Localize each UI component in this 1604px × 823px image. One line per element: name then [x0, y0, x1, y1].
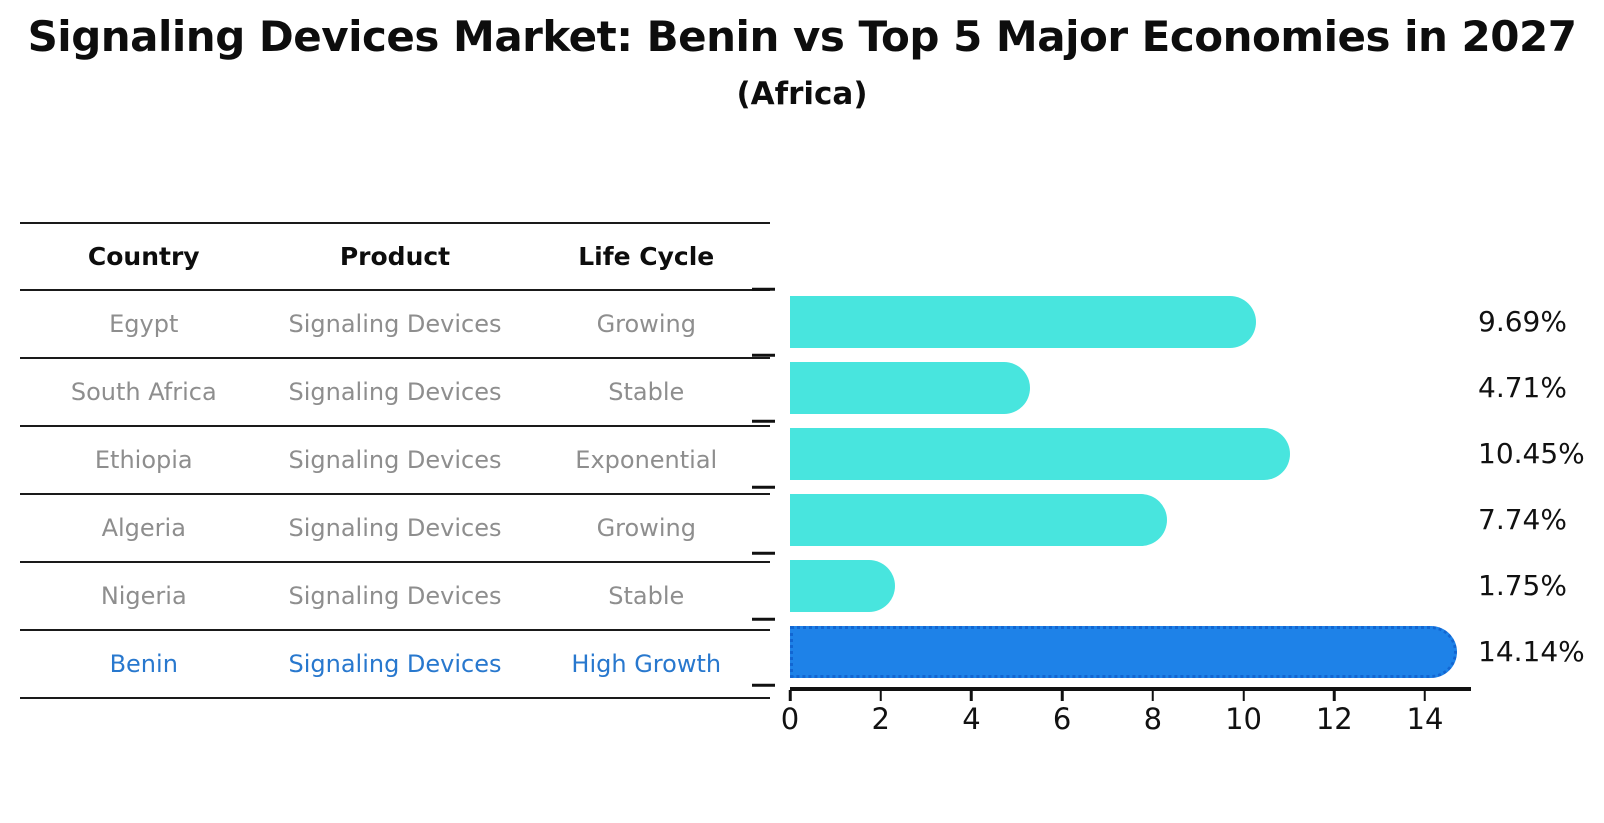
x-axis-line	[790, 687, 1471, 691]
bar-egypt	[790, 296, 1256, 348]
x-tick-label: 2	[871, 702, 890, 736]
y-tick-mark	[752, 353, 775, 357]
cell-country: Egypt	[109, 310, 179, 338]
cell-country: Benin	[109, 650, 178, 678]
x-tick-label: 14	[1406, 702, 1444, 736]
value-label: 7.74%	[1478, 502, 1567, 536]
cell-country: Nigeria	[100, 582, 187, 610]
bar-algeria	[790, 494, 1168, 546]
table-row: Ethiopia Signaling Devices Exponential	[20, 427, 770, 495]
value-label: 14.14%	[1478, 634, 1585, 668]
y-tick-mark	[752, 551, 775, 555]
y-tick-mark	[752, 419, 775, 423]
x-tick-label: 4	[962, 702, 981, 736]
bar-nigeria	[790, 560, 896, 612]
bar-ethiopia	[790, 428, 1290, 480]
x-tick-mark	[788, 690, 792, 701]
value-label: 4.71%	[1478, 370, 1567, 404]
cell-life-cycle: Stable	[608, 582, 685, 610]
x-tick-mark	[970, 690, 973, 701]
cell-life-cycle: High Growth	[571, 650, 722, 678]
bar-south-africa	[790, 362, 1030, 414]
x-tick-label: 12	[1315, 702, 1353, 736]
cell-product: Signaling Devices	[288, 514, 502, 542]
bar-benin-highlighted	[790, 626, 1458, 678]
x-tick-mark	[879, 690, 882, 701]
cell-country: Algeria	[101, 514, 186, 542]
x-tick-label: 0	[780, 702, 800, 736]
column-header-country: Country	[87, 242, 200, 271]
value-label: 1.75%	[1478, 568, 1567, 602]
table-row: Nigeria Signaling Devices Stable	[20, 563, 770, 631]
cell-life-cycle: Growing	[596, 514, 696, 542]
table-row-benin-highlighted: Benin Signaling Devices High Growth	[20, 631, 770, 699]
value-label: 9.69%	[1478, 304, 1567, 338]
x-tick-label: 6	[1052, 702, 1072, 736]
cell-product: Signaling Devices	[288, 446, 502, 474]
cell-product: Signaling Devices	[288, 378, 502, 406]
y-tick-mark	[752, 485, 775, 489]
cell-life-cycle: Exponential	[575, 446, 718, 474]
cell-product: Signaling Devices	[288, 650, 502, 678]
x-tick-label: 10	[1225, 702, 1263, 736]
x-tick-mark	[1423, 690, 1427, 701]
cell-country: Ethiopia	[94, 446, 193, 474]
column-header-life-cycle: Life Cycle	[578, 242, 715, 271]
table-row: Egypt Signaling Devices Growing	[20, 291, 770, 359]
y-tick-mark	[752, 683, 775, 687]
column-header-product: Product	[339, 242, 451, 271]
cell-product: Signaling Devices	[288, 310, 502, 338]
x-tick-mark	[1333, 690, 1336, 701]
cell-life-cycle: Growing	[596, 310, 696, 338]
x-tick-mark	[1151, 690, 1155, 701]
x-tick-mark	[1060, 690, 1064, 701]
value-label: 10.45%	[1478, 436, 1585, 470]
chart-title: Signaling Devices Market: Benin vs Top 5…	[27, 12, 1577, 61]
summary-table: Country Product Life Cycle Egypt Signali…	[20, 222, 770, 699]
table-row: South Africa Signaling Devices Stable	[20, 359, 770, 427]
chart-subtitle: (Africa)	[736, 76, 868, 112]
y-tick-mark	[752, 287, 775, 291]
table-header-row: Country Product Life Cycle	[20, 224, 770, 291]
x-tick-label: 8	[1143, 702, 1163, 736]
y-tick-mark	[752, 617, 775, 621]
cell-country: South Africa	[70, 378, 217, 406]
x-tick-mark	[1242, 690, 1245, 701]
cell-life-cycle: Stable	[608, 378, 685, 406]
cell-product: Signaling Devices	[288, 582, 502, 610]
table-row: Algeria Signaling Devices Growing	[20, 495, 770, 563]
